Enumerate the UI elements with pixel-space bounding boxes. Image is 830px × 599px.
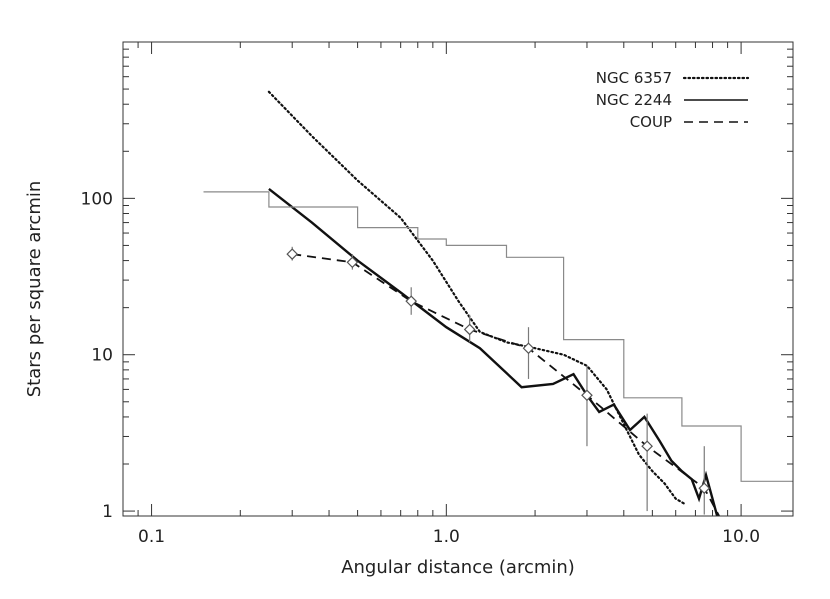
legend-label: COUP	[630, 113, 672, 131]
data-point-marker	[641, 440, 653, 453]
legend-label: NGC 2244	[596, 91, 672, 109]
tick-layer: 0.1 1.0 10.0 1 10 100	[81, 42, 793, 547]
series-line-ngc-6357	[267, 90, 688, 506]
data-point-marker	[405, 295, 418, 308]
legend-label: NGC 6357	[596, 69, 672, 87]
data-point-marker	[463, 323, 476, 336]
y-tick-label: 10	[91, 346, 113, 366]
x-tick-label: 1.0	[433, 527, 460, 547]
y-tick-label: 100	[81, 189, 113, 209]
data-point-marker	[522, 342, 535, 355]
histogram-step-line	[203, 191, 793, 482]
data-point-marker	[346, 256, 359, 269]
y-axis-title: Stars per square arcmin	[24, 181, 45, 398]
x-tick-label: 10.0	[722, 527, 760, 547]
data-point-marker	[698, 482, 711, 495]
y-tick-label: 1	[102, 502, 113, 522]
x-tick-label: 0.1	[138, 527, 165, 547]
series-line-ngc-2244	[268, 187, 719, 516]
data-point-marker	[286, 248, 299, 260]
data-point-marker	[581, 389, 593, 402]
legend: NGC 6357 NGC 2244 COUP	[596, 69, 750, 131]
series-layer	[203, 90, 793, 516]
x-axis-title: Angular distance (arcmin)	[341, 557, 575, 578]
plot-frame	[122, 41, 794, 517]
